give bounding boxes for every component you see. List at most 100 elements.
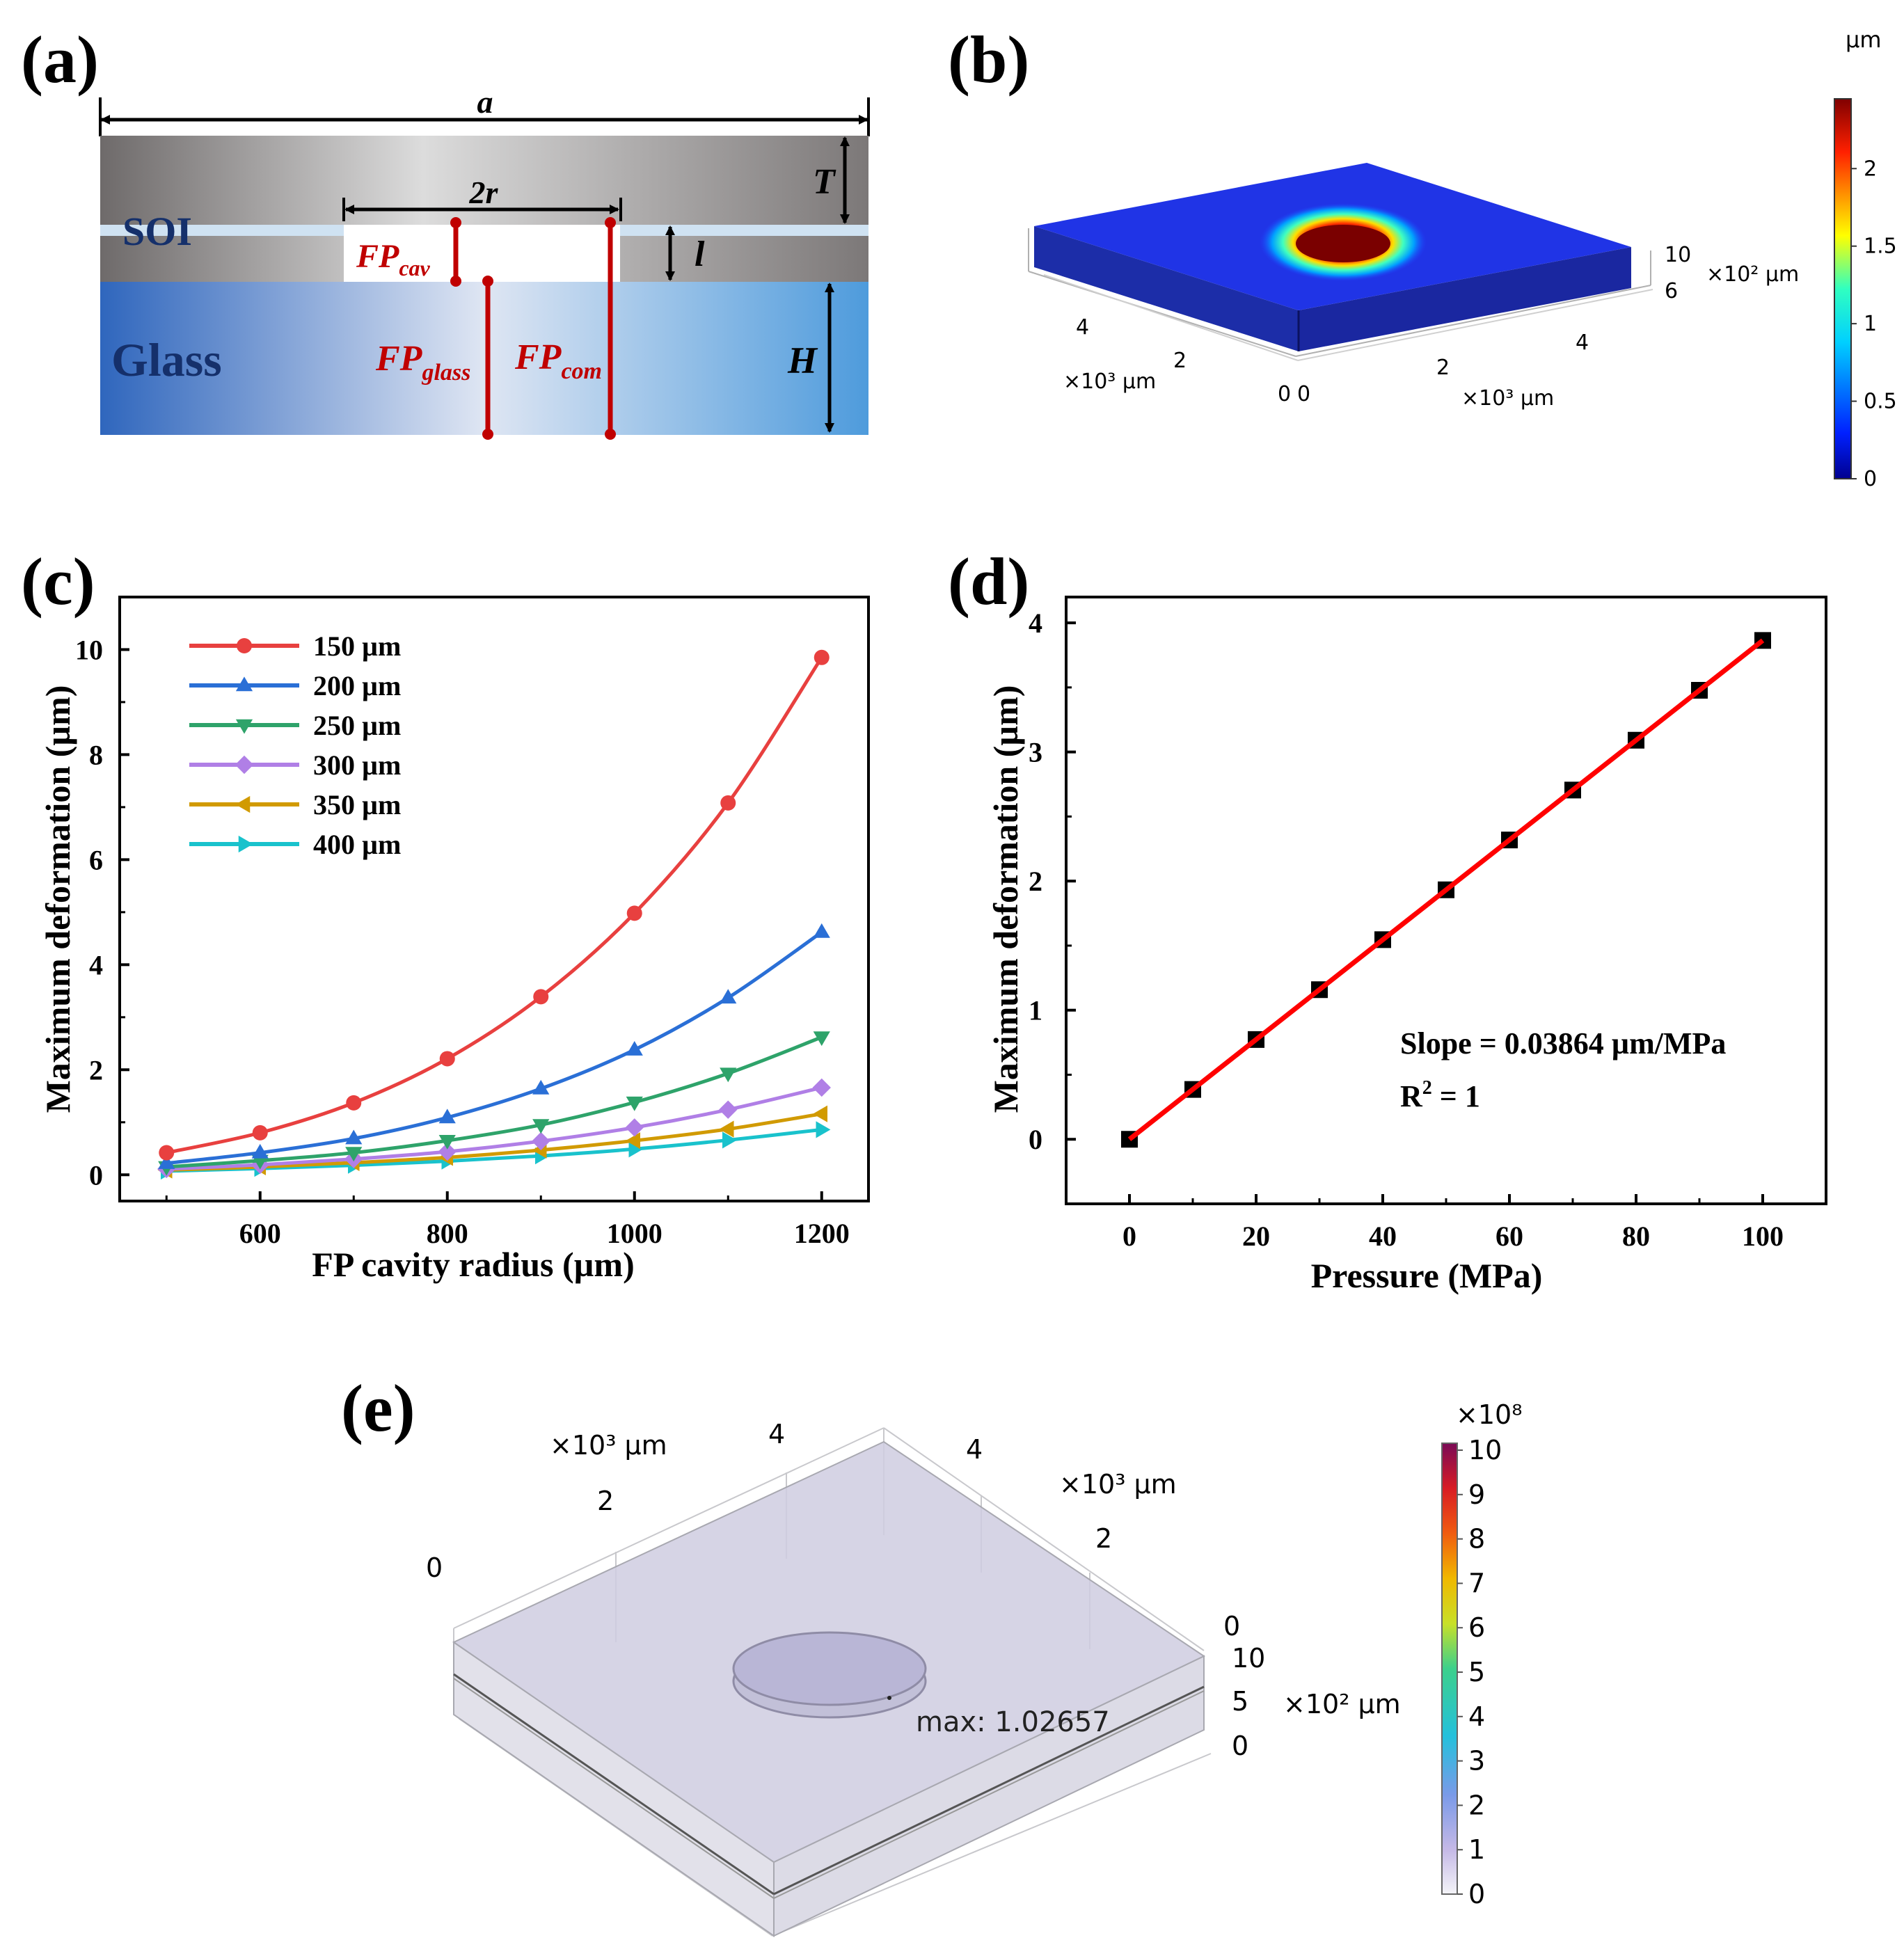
e-interface-line-right-2 — [773, 1690, 1205, 1899]
chart-d-ylabel: Maximum deformation (µm) — [986, 685, 1025, 1113]
e-colorbar-tick-label: 8 — [1468, 1524, 1485, 1555]
chart-d-xtick-label: 20 — [1242, 1221, 1270, 1252]
chart-d-xtick-label: 80 — [1622, 1221, 1650, 1252]
e-colorbar-ticks: 0 1 2 3 4 5 6 7 8 9 10 — [1457, 1435, 1502, 1909]
dim-H-label: H — [787, 340, 818, 381]
chart-d-ytick-label: 2 — [1029, 866, 1042, 897]
e-right-tick-2: 2 — [1095, 1523, 1112, 1554]
dim-l-label: l — [695, 235, 705, 274]
b-colorbar-unit: µm — [1846, 26, 1882, 53]
e-colorbar-tick-label: 5 — [1468, 1657, 1485, 1687]
chart-c-point-3 — [812, 1078, 831, 1097]
chart-c-point-5 — [816, 1121, 831, 1138]
e-left-unit: ×10³ µm — [550, 1430, 667, 1461]
chart-c-point-2 — [626, 1096, 643, 1111]
panel-b: (b) 4 2 0 ×10³ µm 0 2 4 ×10³ µm 10 6 ×10… — [948, 22, 1897, 491]
b-x-tick-2: 2 — [1173, 349, 1187, 373]
e-colorbar-tick-label: 2 — [1468, 1790, 1485, 1820]
fp-com-marker — [605, 217, 616, 440]
b-y-unit: ×10³ µm — [1461, 386, 1554, 411]
layer-soi-label: SOI — [122, 209, 192, 254]
chart-c-point-2 — [345, 1147, 363, 1162]
e-cavity-disk-top — [732, 1631, 927, 1706]
panel-a: (a) a SOI Glass 2r T l H — [21, 22, 870, 440]
chart-c-point-2 — [251, 1154, 269, 1170]
chart-c-legend-label: 200 µm — [313, 670, 401, 701]
glass-substrate — [100, 282, 868, 435]
fp-glass-marker — [482, 276, 493, 440]
chart-c-series-line-0 — [166, 656, 823, 1155]
panel-d-label: (d) — [948, 544, 1029, 619]
chart-c-point-0 — [533, 989, 549, 1005]
e-colorbar-tick-label: 10 — [1468, 1435, 1502, 1465]
chart-d-ytick-label: 4 — [1029, 607, 1042, 639]
chart-c-legend-marker — [235, 755, 254, 774]
panel-a-label: (a) — [21, 22, 99, 97]
fp-cav-label: FPcav — [356, 238, 431, 280]
chart-c-point-2 — [532, 1119, 550, 1134]
chart-d-xtick-label: 0 — [1122, 1221, 1136, 1252]
chart-c-ytick-label: 2 — [89, 1054, 103, 1086]
e-z-tick-5: 5 — [1232, 1686, 1248, 1717]
e-left-tick-0: 0 — [426, 1552, 443, 1583]
chart-c-point-1 — [158, 1154, 175, 1169]
e-colorbar-exponent: ×10⁸ — [1456, 1399, 1522, 1430]
chart-c-point-5 — [628, 1141, 644, 1158]
b-colorbar-tick-label: 2 — [1864, 157, 1877, 181]
e-z-tick-10: 10 — [1232, 1643, 1265, 1674]
chart-c-point-0 — [346, 1095, 362, 1111]
chart-c-legend-label: 300 µm — [313, 749, 401, 781]
chart-c-legend-label: 350 µm — [313, 789, 401, 820]
chart-c-ytick-label: 6 — [89, 844, 103, 875]
e-right-tick-0: 0 — [1223, 1611, 1240, 1642]
e-left-tick-2: 2 — [597, 1486, 614, 1516]
b-colorbar-tick-label: 1 — [1864, 312, 1877, 336]
e-colorbar-tick-label: 6 — [1468, 1612, 1485, 1643]
e-colorbar-tick-label: 4 — [1468, 1701, 1485, 1732]
chart-c-legend-marker — [235, 795, 251, 813]
b-z-tick-10: 10 — [1665, 243, 1691, 267]
dim-2r-label: 2r — [469, 175, 499, 210]
chart-c-point-0 — [159, 1145, 175, 1161]
chart-c-point-1 — [438, 1108, 456, 1124]
b-x-unit: ×10³ µm — [1063, 369, 1156, 394]
chart-d-xlabel: Pressure (MPa) — [1311, 1256, 1543, 1295]
panel-b-label: (b) — [948, 22, 1029, 97]
b-y-tick-4: 4 — [1576, 331, 1589, 355]
chart-c-ytick-label: 8 — [89, 739, 103, 770]
chart-c-point-1 — [345, 1129, 363, 1145]
e-interface-line-left-2 — [453, 1678, 775, 1899]
b-colorbar-tick-label: 1.5 — [1864, 235, 1897, 259]
chart-c-point-3 — [438, 1142, 457, 1161]
chart-c-legend-marker — [238, 835, 253, 853]
b-y-tick-0: 0 — [1297, 382, 1310, 406]
panel-e: (e) max: 1.02657 ×10³ µm 0 2 — [341, 1371, 1522, 1937]
fp-glass-label: FPglass — [375, 339, 470, 386]
chart-c-point-4 — [626, 1132, 640, 1150]
chart-d: 0 20 40 60 80 100 0 1 2 3 4 — [1029, 607, 1784, 1252]
chart-d-ytick-label: 1 — [1029, 995, 1042, 1026]
chart-c-point-1 — [251, 1143, 269, 1159]
chart-c-ytick-label: 10 — [75, 634, 103, 665]
e-max-point — [887, 1696, 891, 1700]
panel-c-label: (c) — [21, 544, 95, 619]
chart-c-legend-marker — [237, 638, 252, 653]
chart-c-legend-marker — [235, 719, 253, 734]
b-x-tick-4: 4 — [1076, 315, 1089, 340]
chart-d-xtick-label: 40 — [1369, 1221, 1397, 1252]
chart-c-point-1 — [720, 989, 737, 1004]
chart-c-ytick-label: 4 — [89, 949, 103, 980]
fp-cav-marker — [450, 217, 461, 287]
chart-c-point-0 — [439, 1051, 455, 1067]
chart-c-point-2 — [813, 1031, 830, 1047]
chart-c-point-2 — [720, 1067, 737, 1083]
chart-d-ytick-label: 3 — [1029, 737, 1042, 768]
chart-c-legend-label: 150 µm — [313, 630, 401, 662]
e-right-tick-4: 4 — [966, 1434, 983, 1465]
chart-c-legend-label: 400 µm — [313, 829, 401, 860]
b-z-tick-6: 6 — [1665, 279, 1678, 303]
chart-c: 600 800 1000 1200 0 2 4 6 8 10 150 µm 200 µm 250 µm 3… — [75, 630, 850, 1249]
chart-c-point-1 — [532, 1079, 550, 1095]
chart-c-legend-label: 250 µm — [313, 710, 401, 741]
